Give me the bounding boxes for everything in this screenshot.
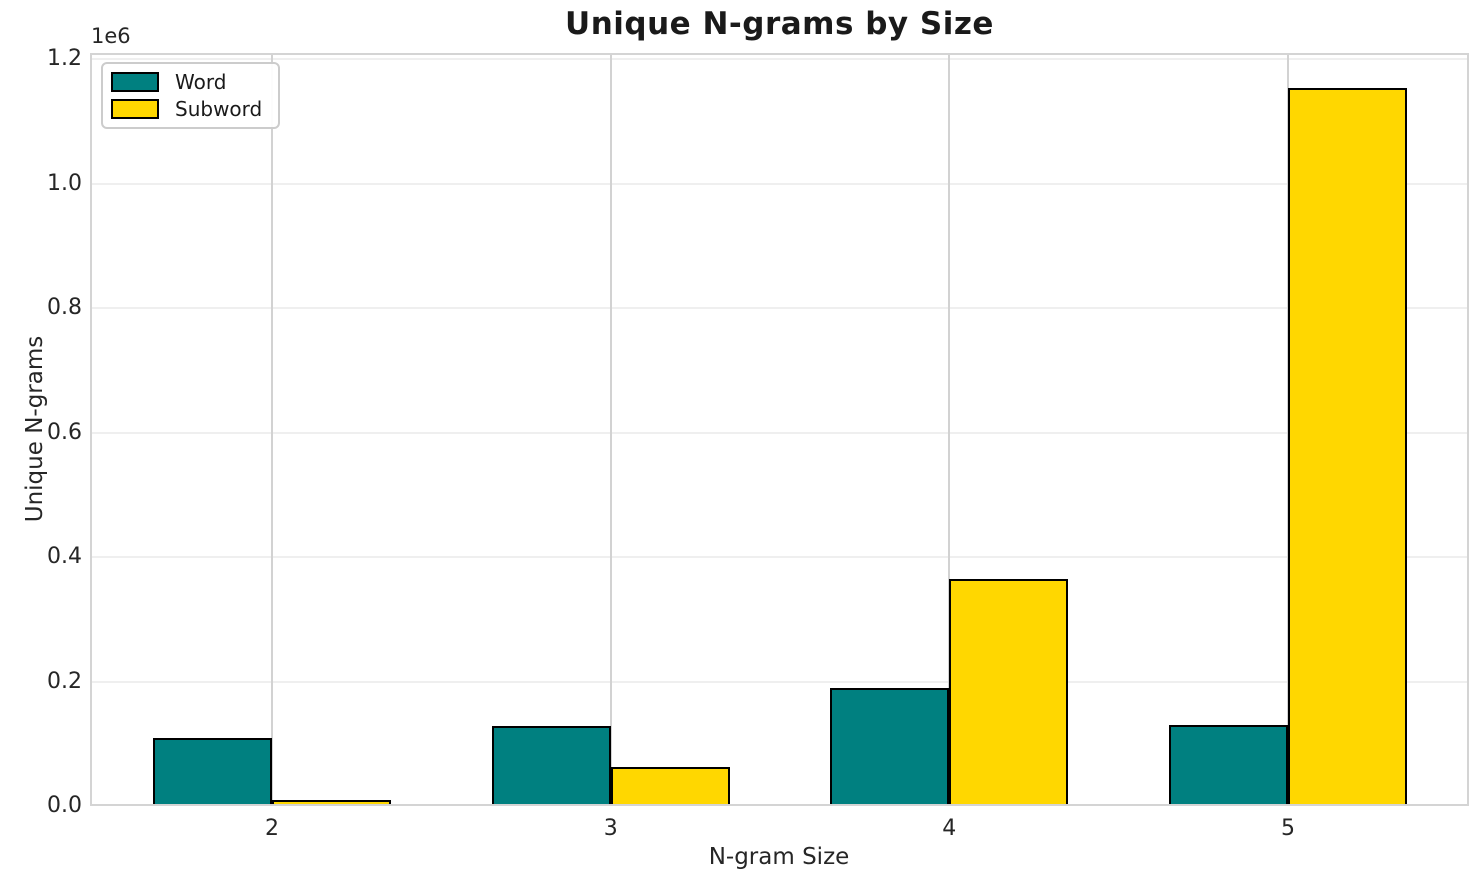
y-tick-label-1.0: 1.0 (47, 170, 82, 196)
y-tick-label-0.4: 0.4 (47, 544, 82, 570)
gridline-x-4 (948, 53, 951, 806)
x-tick-label-4: 4 (942, 816, 957, 841)
bar-word-3 (491, 726, 611, 806)
y-tick-label-0.2: 0.2 (47, 668, 82, 694)
gridline-y-400000 (90, 556, 1469, 559)
legend-swatch-subword (111, 99, 159, 119)
y-tick-label-0.0: 0.0 (47, 793, 82, 818)
legend-label-word: Word (175, 70, 227, 94)
y-tick-label-1.2: 1.2 (47, 46, 82, 72)
bar-word-5 (1169, 725, 1288, 806)
gridline-y-600000 (90, 431, 1469, 434)
y-tick-label-0.6: 0.6 (47, 419, 82, 445)
plot-area: Word Subword (90, 53, 1469, 806)
y-tick-label-0.8: 0.8 (47, 295, 82, 321)
gridline-y-1200000 (90, 58, 1469, 61)
x-tick-label-5: 5 (1281, 816, 1295, 841)
y-axis-offset-label: 1e6 (91, 24, 131, 48)
bar-word-2 (153, 737, 272, 806)
chart-title: Unique N-grams by Size (565, 6, 994, 42)
legend: Word Subword (101, 62, 281, 129)
gridline-y-1000000 (90, 182, 1469, 185)
bar-subword-2 (272, 800, 391, 806)
legend-label-subword: Subword (175, 97, 263, 121)
legend-entry-subword: Subword (111, 99, 262, 119)
bar-subword-4 (949, 579, 1069, 806)
gridline-x-3 (609, 53, 612, 806)
gridline-y-800000 (90, 307, 1469, 310)
axes-spines (90, 53, 1469, 806)
x-axis-label: N-gram Size (708, 844, 850, 870)
bar-subword-5 (1288, 87, 1407, 806)
bar-word-4 (830, 688, 950, 806)
x-tick-label-2: 2 (265, 816, 279, 841)
gridline-y-200000 (90, 680, 1469, 683)
bar-subword-3 (610, 767, 730, 806)
legend-swatch-word (111, 72, 159, 92)
gridline-x-2 (271, 53, 273, 806)
legend-entry-word: Word (111, 72, 262, 92)
x-tick-label-3: 3 (603, 816, 618, 841)
